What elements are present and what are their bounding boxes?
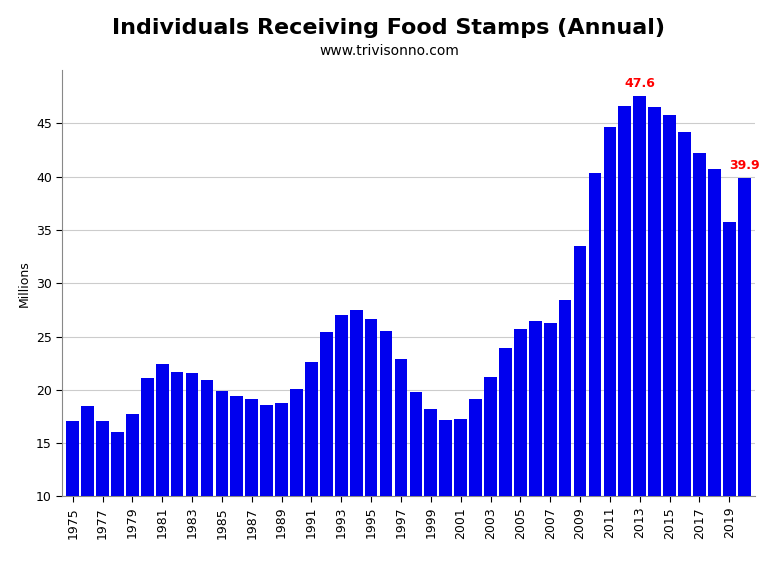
Bar: [261, 405, 273, 584]
Bar: [723, 223, 736, 584]
Bar: [350, 310, 363, 584]
Bar: [589, 173, 601, 584]
Bar: [245, 399, 258, 584]
Bar: [648, 107, 661, 584]
Bar: [66, 420, 79, 584]
Bar: [544, 323, 556, 584]
Bar: [409, 392, 422, 584]
Bar: [335, 315, 348, 584]
Bar: [604, 127, 616, 584]
Bar: [664, 115, 676, 584]
Bar: [111, 432, 124, 584]
Bar: [216, 391, 228, 584]
Text: Individuals Receiving Food Stamps (Annual): Individuals Receiving Food Stamps (Annua…: [113, 18, 665, 37]
Bar: [573, 246, 587, 584]
Bar: [320, 332, 333, 584]
Bar: [708, 169, 720, 584]
Bar: [230, 396, 244, 584]
Bar: [141, 378, 153, 584]
Bar: [738, 178, 751, 584]
Bar: [201, 380, 213, 584]
Bar: [454, 419, 467, 584]
Bar: [619, 106, 631, 584]
Bar: [559, 300, 572, 584]
Bar: [156, 364, 169, 584]
Bar: [380, 331, 392, 584]
Bar: [693, 153, 706, 584]
Bar: [484, 377, 497, 584]
Bar: [499, 348, 512, 584]
Bar: [425, 409, 437, 584]
Bar: [365, 319, 377, 584]
Y-axis label: Millions: Millions: [17, 260, 30, 307]
Text: 47.6: 47.6: [624, 77, 655, 91]
Bar: [275, 402, 288, 584]
Text: www.trivisonno.com: www.trivisonno.com: [319, 44, 459, 58]
Bar: [81, 406, 94, 584]
Bar: [440, 420, 452, 584]
Bar: [633, 96, 646, 584]
Text: 39.9: 39.9: [729, 159, 759, 172]
Bar: [514, 329, 527, 584]
Bar: [469, 399, 482, 584]
Bar: [529, 321, 541, 584]
Bar: [678, 132, 691, 584]
Bar: [394, 359, 408, 584]
Bar: [171, 371, 184, 584]
Bar: [186, 373, 198, 584]
Bar: [305, 362, 317, 584]
Bar: [290, 389, 303, 584]
Bar: [96, 420, 109, 584]
Bar: [126, 414, 138, 584]
